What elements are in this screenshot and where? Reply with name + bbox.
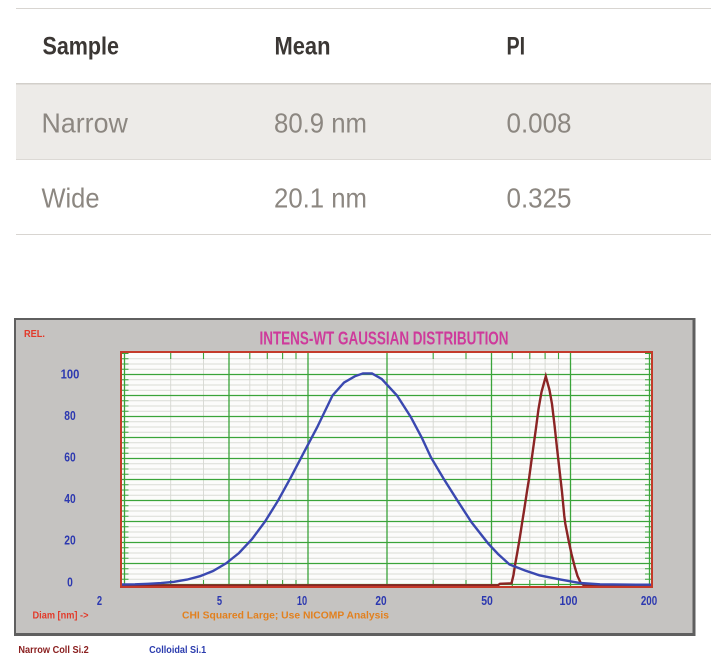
svg-text:20.1 nm: 20.1 nm bbox=[274, 183, 367, 214]
svg-text:Narrow: Narrow bbox=[42, 108, 129, 139]
svg-text:100: 100 bbox=[61, 367, 80, 381]
svg-text:Colloidal Si.1: Colloidal Si.1 bbox=[149, 645, 207, 656]
svg-text:Wide: Wide bbox=[42, 183, 100, 214]
svg-text:CHI Squared Large; Use NICOMP: CHI Squared Large; Use NICOMP Analysis bbox=[182, 610, 389, 622]
svg-text:20: 20 bbox=[64, 534, 75, 548]
svg-text:50: 50 bbox=[481, 594, 493, 608]
svg-text:0: 0 bbox=[67, 575, 73, 589]
svg-text:60: 60 bbox=[64, 451, 75, 465]
svg-text:Mean: Mean bbox=[275, 33, 331, 61]
svg-text:INTENS-WT GAUSSIAN DISTRIBUTIO: INTENS-WT GAUSSIAN DISTRIBUTION bbox=[260, 329, 509, 349]
svg-text:0.008: 0.008 bbox=[507, 108, 572, 139]
svg-text:40: 40 bbox=[64, 492, 75, 506]
svg-text:200: 200 bbox=[641, 594, 657, 608]
svg-text:80.9 nm: 80.9 nm bbox=[274, 108, 367, 139]
svg-text:PI: PI bbox=[507, 33, 526, 61]
svg-text:Diam [nm] ->: Diam [nm] -> bbox=[33, 610, 89, 622]
svg-text:20: 20 bbox=[375, 594, 386, 608]
svg-text:5: 5 bbox=[217, 594, 222, 608]
svg-text:10: 10 bbox=[297, 594, 307, 608]
svg-text:0.325: 0.325 bbox=[507, 183, 572, 214]
svg-text:Narrow Coll Si.2: Narrow Coll Si.2 bbox=[18, 645, 89, 656]
svg-text:100: 100 bbox=[560, 594, 578, 608]
svg-text:Sample: Sample bbox=[43, 33, 120, 61]
svg-text:2: 2 bbox=[97, 594, 102, 608]
svg-text:REL.: REL. bbox=[24, 328, 45, 340]
svg-text:80: 80 bbox=[64, 409, 75, 423]
